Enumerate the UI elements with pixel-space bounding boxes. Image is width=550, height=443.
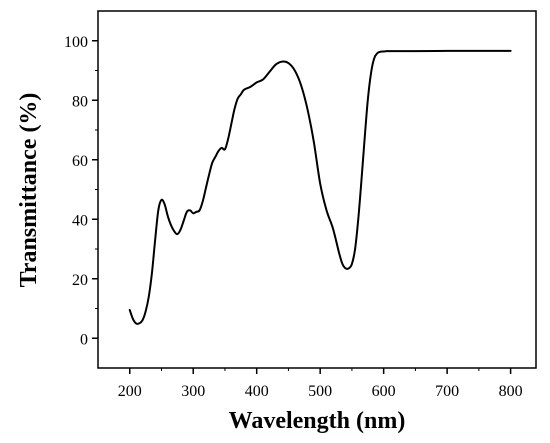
x-tick-label-300: 300	[181, 383, 205, 400]
y-tick-label-20: 20	[72, 272, 88, 289]
x-tick-label-700: 700	[435, 383, 459, 400]
transmittance-series-line	[128, 49, 512, 325]
y-axis-label: Transmittance (%)	[16, 93, 42, 288]
x-axis-label: Wavelength (nm)	[229, 408, 406, 434]
x-tick-label-800: 800	[499, 383, 523, 400]
axis-tick-labels: 200 300 400 500 600 700 800 0 20 40 60 80 100	[64, 34, 523, 400]
y-tick-label-60: 60	[72, 153, 88, 170]
x-tick-label-400: 400	[245, 383, 269, 400]
x-tick-label-500: 500	[308, 383, 332, 400]
y-tick-label-100: 100	[64, 34, 88, 51]
x-tick-label-200: 200	[118, 383, 142, 400]
y-tick-label-80: 80	[72, 93, 88, 110]
y-tick-label-0: 0	[80, 331, 88, 348]
axis-ticks	[92, 40, 512, 374]
y-tick-label-40: 40	[72, 212, 88, 229]
x-tick-label-600: 600	[372, 383, 396, 400]
